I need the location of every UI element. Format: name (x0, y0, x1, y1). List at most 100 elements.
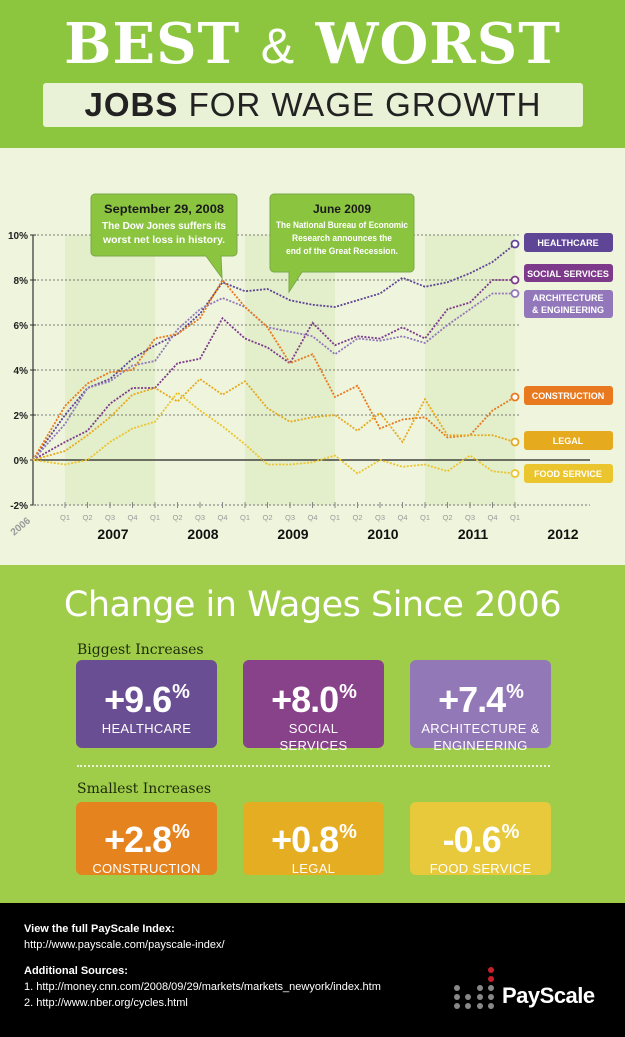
x-quarter-label: Q2 (262, 513, 272, 522)
legend-label: CONSTRUCTION (532, 391, 605, 401)
x-quarter-label: Q4 (487, 513, 497, 522)
card-value: +7.4 (438, 679, 506, 720)
x-quarter-label: Q3 (195, 513, 205, 522)
index-link[interactable]: http://www.payscale.com/payscale-index/ (24, 939, 225, 951)
x-quarter-label: Q1 (330, 513, 340, 522)
legend-label: SOCIAL SERVICES (527, 269, 609, 279)
sources-heading: Additional Sources: (24, 965, 128, 977)
y-tick-label: 8% (14, 276, 29, 287)
x-quarter-label: Q1 (240, 513, 250, 522)
x-quarter-label: Q3 (465, 513, 475, 522)
y-tick-label: 2% (14, 411, 29, 422)
title-worst: WORST (315, 11, 561, 77)
subtitle-bold: JOBS (84, 86, 179, 123)
legend-label: FOOD SERVICE (534, 469, 602, 479)
y-tick-label: 4% (14, 366, 29, 377)
payscale-logo: PayScale (454, 967, 604, 1015)
x-quarter-label: Q4 (127, 513, 137, 522)
card-unit: % (339, 681, 357, 703)
legend-label-box (524, 464, 613, 483)
smallest-increases-label: Smallest Increases (77, 781, 212, 797)
x-year-label: 2011 (458, 526, 489, 542)
x-base-label: 2006 (9, 515, 33, 538)
y-tick-label: 6% (14, 321, 29, 332)
x-quarter-label: Q4 (217, 513, 227, 522)
legend-label-box (524, 431, 613, 450)
legend-label-box (524, 290, 613, 318)
x-year-label: 2010 (367, 526, 398, 542)
callout-title: September 29, 2008 (104, 202, 224, 216)
x-quarter-label: Q2 (172, 513, 182, 522)
card-value: +8.0 (271, 679, 339, 720)
legend-label-box (524, 386, 613, 405)
callout-text: Research announces the (292, 233, 392, 244)
card-social-services: +8.0% SOCIAL SERVICES (243, 660, 384, 753)
card-label: LEGAL (291, 861, 336, 876)
title-best: BEST (64, 11, 241, 77)
card-label: SOCIAL (288, 721, 339, 736)
series-line-social-services (32, 279, 515, 461)
series-end-marker (510, 239, 520, 249)
x-quarter-label: Q4 (397, 513, 407, 522)
card-construction: +2.8% CONSTRUCTION (76, 802, 217, 876)
callout-title: June 2009 (313, 202, 371, 216)
title-ampersand: & (260, 18, 296, 74)
series-line-healthcare (32, 243, 516, 461)
callout-text: The National Bureau of Economic (276, 220, 408, 231)
card-value: +9.6 (104, 679, 172, 720)
legend-label: & ENGINEERING (532, 305, 604, 315)
card-unit: % (501, 821, 520, 843)
callout-text: end of the Great Recession. (286, 246, 398, 257)
card-value: +0.8 (271, 819, 339, 860)
footer: View the full PayScale Index: http://www… (0, 903, 625, 1037)
y-tick-label: 0% (14, 456, 29, 467)
source-link-2[interactable]: 2. http://www.nber.org/cycles.html (24, 997, 188, 1009)
wage-growth-line-chart: 10% 8% 6% 4% 2% 0% -2% 2006 Q1 Q2 Q3 Q4 Q1 Q2 Q3 Q4 Q1 Q2… (8, 193, 613, 542)
main-title: BEST & WORST (0, 12, 625, 76)
callout-text: worst net loss in history. (102, 235, 225, 246)
card-architecture-engineering: +7.4% ARCHITECTURE & ENGINEERING (410, 660, 551, 753)
x-year-label: 2012 (547, 526, 578, 542)
x-quarter-label: Q3 (105, 513, 115, 522)
card-value: -0.6 (442, 819, 502, 860)
series-end-marker (510, 392, 520, 402)
x-year-label: 2008 (187, 526, 218, 542)
x-year-label: 2007 (97, 526, 128, 542)
series-line-legal (32, 377, 516, 461)
section-divider (77, 765, 550, 767)
card-food-service: -0.6% FOOD SERVICE (410, 802, 551, 876)
legend-label-box (524, 233, 613, 252)
logo-text: PayScale (502, 983, 595, 1008)
summary-title: Change in Wages Since 2006 (63, 585, 562, 625)
card-label: ARCHITECTURE & (421, 721, 540, 736)
legend-label-box (524, 264, 613, 282)
series-end-marker (510, 289, 520, 298)
legend-label: LEGAL (553, 436, 584, 446)
biggest-increases-label: Biggest Increases (77, 642, 204, 658)
x-quarter-label: Q1 (510, 513, 520, 522)
card-unit: % (172, 681, 190, 703)
series-line-architecture-engineering (32, 292, 515, 461)
x-quarter-label: Q2 (82, 513, 92, 522)
series-line-construction (32, 278, 516, 461)
card-legal: +0.8% LEGAL (243, 802, 384, 876)
header-banner: BEST & WORST JOBS FOR WAGE GROWTH (0, 0, 625, 148)
subtitle-rest: FOR WAGE GROWTH (188, 86, 542, 123)
card-unit: % (172, 821, 190, 843)
series-end-marker (510, 275, 520, 285)
card-label: SERVICES (279, 738, 348, 753)
legend-label: ARCHITECTURE (533, 293, 604, 303)
x-quarter-label: Q1 (420, 513, 430, 522)
card-label: HEALTHCARE (101, 721, 192, 736)
x-quarter-label: Q2 (442, 513, 452, 522)
card-label: FOOD SERVICE (429, 861, 532, 876)
source-link-1[interactable]: 1. http://money.cnn.com/2008/09/29/marke… (24, 981, 381, 993)
x-quarter-label: Q4 (307, 513, 317, 522)
x-quarter-label: Q2 (352, 513, 362, 522)
legend-label: HEALTHCARE (537, 238, 598, 248)
x-quarter-label: Q1 (150, 513, 160, 522)
callout-sept-2008: September 29, 2008 The Dow Jones suffers… (90, 193, 238, 280)
series-end-marker (510, 469, 520, 478)
y-tick-label: 10% (8, 231, 28, 242)
card-healthcare: +9.6% HEALTHCARE (76, 660, 217, 748)
